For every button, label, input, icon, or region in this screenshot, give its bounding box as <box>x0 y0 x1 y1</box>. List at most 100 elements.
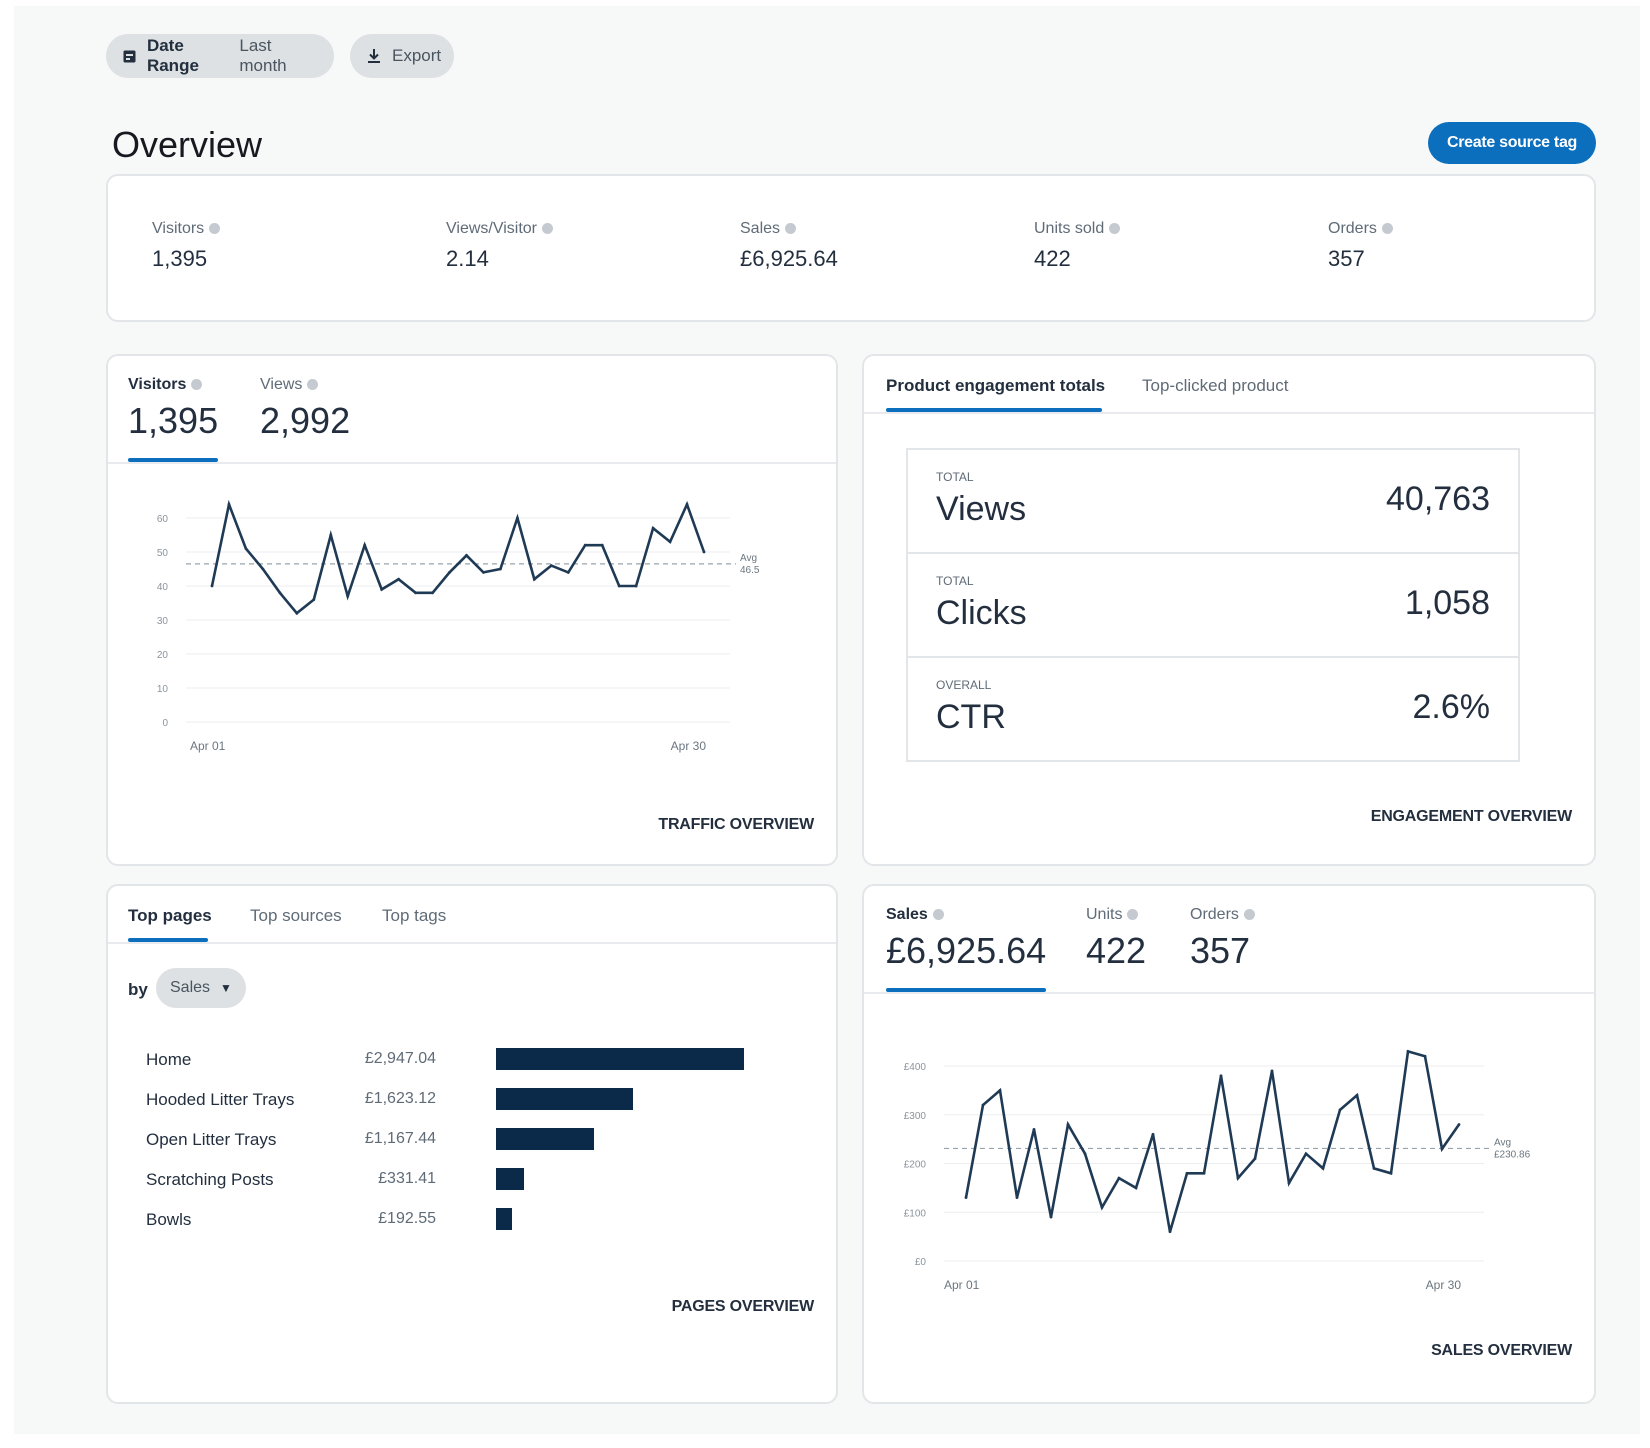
summary-label: Visitors <box>152 220 205 237</box>
data-point <box>1389 1171 1393 1175</box>
sales-tabs <box>864 886 1594 994</box>
tab-label: Visitors <box>128 376 187 393</box>
average-label: Avg <box>740 553 757 564</box>
summary-label: Views/Visitor <box>446 220 537 237</box>
data-point <box>380 588 384 591</box>
data-point <box>1372 1166 1376 1170</box>
data-point <box>329 533 333 537</box>
summary-label: Units sold <box>1034 220 1105 237</box>
sort-by-dropdown[interactable]: Sales ▼ <box>156 968 246 1008</box>
download-icon <box>366 48 382 64</box>
data-point <box>1406 1049 1410 1053</box>
bar <box>496 1048 744 1070</box>
info-icon[interactable] <box>785 223 797 235</box>
engagement-totals-table: TOTAL Views 40,763 TOTAL Clicks 1,058 OV… <box>906 448 1520 762</box>
info-icon[interactable] <box>932 909 944 921</box>
data-point <box>244 547 248 550</box>
info-icon[interactable] <box>209 223 221 235</box>
data-point <box>1066 1123 1070 1126</box>
info-icon[interactable] <box>191 379 203 391</box>
data-point <box>1423 1054 1427 1058</box>
bar-category-label: Open Litter Trays <box>146 1130 277 1149</box>
data-point <box>414 591 417 595</box>
tab-label: Sales <box>886 906 928 923</box>
summary-visitors: Visitors 1,395 <box>152 220 221 272</box>
active-tab-indicator <box>128 938 208 942</box>
average-value-label: £230.86 <box>1494 1149 1531 1160</box>
y-tick-label: 50 <box>157 548 169 559</box>
bar-value-label: £192.55 <box>378 1210 436 1227</box>
data-point <box>981 1103 985 1107</box>
info-icon[interactable] <box>1243 909 1255 921</box>
data-point <box>617 584 621 588</box>
tab-units[interactable]: Units 422 <box>1086 906 1146 972</box>
data-point <box>363 543 367 547</box>
data-point <box>549 564 553 567</box>
y-tick-label: 30 <box>157 616 169 627</box>
tab-product-engagement-totals[interactable]: Product engagement totals <box>886 376 1106 395</box>
tab-label: Units <box>1086 906 1123 923</box>
page: Date Range Last month Export Overview Cr… <box>14 6 1640 1434</box>
bar-row[interactable]: Hooded Litter Trays £1,623.12 <box>108 1086 840 1116</box>
tab-top-sources[interactable]: Top sources <box>250 906 342 925</box>
data-point <box>1117 1176 1121 1180</box>
bar-row[interactable]: Scratching Posts £331.41 <box>108 1166 840 1196</box>
data-point <box>1168 1230 1172 1234</box>
tab-top-tags[interactable]: Top tags <box>382 906 447 925</box>
info-icon[interactable] <box>542 223 553 235</box>
export-button[interactable]: Export <box>350 34 454 78</box>
by-label: by <box>128 980 148 999</box>
tab-value: 422 <box>1086 930 1147 971</box>
info-icon[interactable] <box>1381 223 1393 235</box>
data-point <box>278 591 282 595</box>
data-point <box>998 1088 1002 1092</box>
engagement-row-views: TOTAL Views 40,763 <box>908 450 1518 554</box>
bar-row[interactable]: Home £2,947.04 <box>108 1046 840 1076</box>
bar-category-label: Hooded Litter Trays <box>146 1090 295 1109</box>
tab-top-pages[interactable]: Top pages <box>128 906 212 925</box>
bar-row[interactable]: Bowls £192.55 <box>108 1206 840 1236</box>
data-point <box>1287 1181 1291 1185</box>
series-line <box>210 499 706 616</box>
series-line <box>964 1049 1461 1233</box>
data-point <box>1202 1171 1206 1175</box>
row-name: Clicks <box>936 594 1027 632</box>
tab-views[interactable]: Views 2,992 <box>260 376 350 442</box>
tab-value: 1,395 <box>128 400 219 441</box>
data-point <box>1049 1215 1053 1219</box>
info-icon[interactable] <box>1127 909 1139 921</box>
bar-row[interactable]: Open Litter Trays £1,167.44 <box>108 1126 840 1156</box>
engagement-row-clicks: TOTAL Clicks 1,058 <box>908 554 1518 658</box>
top-pages-bar-chart: Home £2,947.04 Hooded Litter Trays £1,623.1… <box>108 1046 840 1266</box>
data-point <box>431 591 434 595</box>
bar <box>496 1088 633 1110</box>
pages-overview-link[interactable]: PAGES OVERVIEW <box>671 1298 815 1315</box>
create-source-tag-button[interactable]: Create source tag <box>1428 122 1596 164</box>
row-caption: OVERALL <box>936 678 992 692</box>
data-point <box>1083 1152 1087 1156</box>
data-point <box>651 526 655 530</box>
summary-value: 1,395 <box>152 246 208 271</box>
tab-top-clicked-product[interactable]: Top-clicked product <box>1142 376 1289 395</box>
data-point <box>261 567 265 571</box>
sales-line-chart: £0 £100 £200 £300 £400 Avg£230.86 Apr 01 Apr 30 <box>904 1049 1531 1292</box>
engagement-overview-link[interactable]: ENGAGEMENT OVERVIEW <box>1370 808 1572 825</box>
tab-orders[interactable]: Orders 357 <box>1190 906 1255 972</box>
y-tick-label: 10 <box>157 684 169 695</box>
traffic-overview-link[interactable]: TRAFFIC OVERVIEW <box>658 816 814 833</box>
row-value: 2.6% <box>1412 688 1491 726</box>
row-caption: TOTAL <box>936 574 974 588</box>
date-range-button[interactable]: Date Range Last month <box>106 34 334 78</box>
data-point <box>499 567 502 571</box>
data-point <box>1100 1205 1104 1209</box>
info-icon[interactable] <box>307 379 319 391</box>
sales-overview-link[interactable]: SALES OVERVIEW <box>1431 1342 1572 1359</box>
bar-category-label: Bowls <box>146 1210 192 1229</box>
pages-card: Top pages Top sources Top tags by Sales … <box>106 884 838 1404</box>
bar-value-label: £331.41 <box>378 1170 436 1187</box>
tab-visitors[interactable]: Visitors 1,395 <box>128 376 218 442</box>
tab-sales[interactable]: Sales £6,925.64 <box>886 906 1046 972</box>
summary-sales: Sales £6,925.64 <box>740 220 838 272</box>
page-title: Overview <box>112 124 263 165</box>
info-icon[interactable] <box>1109 223 1121 235</box>
